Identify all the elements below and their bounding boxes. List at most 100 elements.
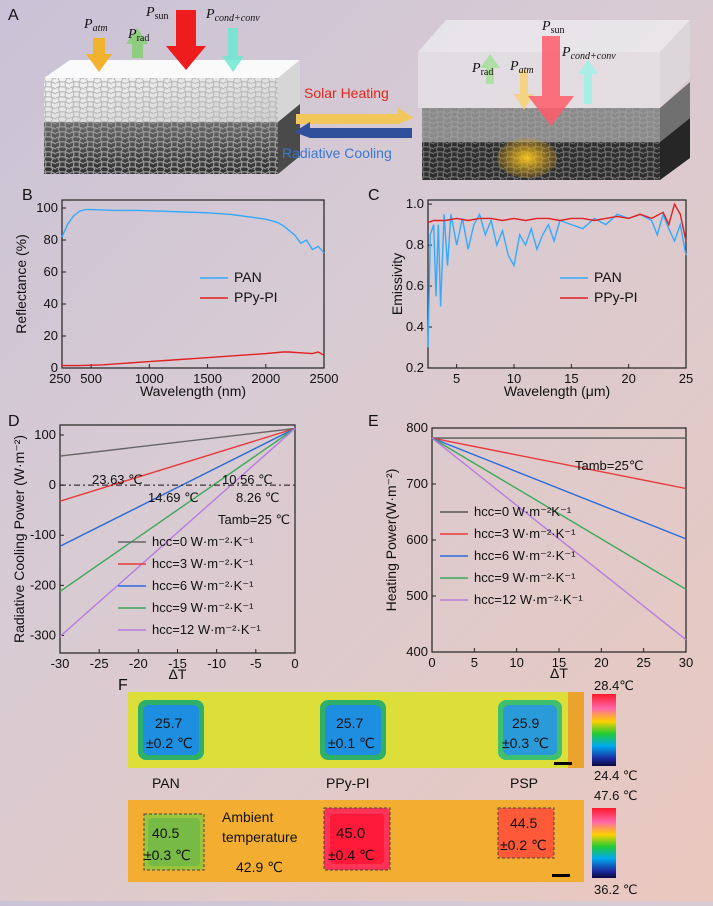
crossing-annotation: 10.56 ℃	[222, 472, 273, 487]
ambient-value: 42.9 ℃	[236, 859, 283, 875]
panel-label-d: D	[8, 413, 20, 430]
p-atm-label-right: Patm	[509, 59, 534, 76]
legend-label: hcc=9 W·m⁻²·K⁻¹	[152, 600, 254, 615]
x-tick-label: -15	[168, 656, 187, 671]
sample-label-psp: PSP	[510, 775, 538, 791]
p-cond-conv-label-right: Pcond+conv	[561, 45, 616, 62]
top-err-pan: ±0.2 ℃	[146, 735, 193, 751]
legend-label: PAN	[234, 269, 262, 285]
p-cond-conv-label: Pcond+conv	[205, 7, 260, 24]
y-tick-label: 0	[51, 360, 58, 375]
series-line	[427, 212, 687, 348]
y-tick-label: 700	[406, 476, 428, 491]
series-line	[59, 427, 296, 502]
colorbar-top	[592, 694, 616, 766]
p-rad-label: Prad	[127, 27, 149, 44]
x-tick-label: -25	[90, 656, 109, 671]
y-tick-label: -100	[30, 527, 56, 542]
y-tick-label: 0.2	[406, 360, 424, 375]
legend-label: hcc=12 W·m⁻²·K⁻¹	[152, 622, 261, 637]
p-rad-label-right: Prad	[471, 61, 493, 78]
x-tick-label: 10	[507, 371, 521, 386]
x-tick-label: 5	[471, 655, 478, 670]
bottom-temp-ppy-pi: 45.0	[336, 825, 365, 842]
x-tick-label: 25	[636, 655, 650, 670]
top-temp-ppy-pi: 25.7	[336, 715, 363, 731]
y-tick-label: 0.8	[406, 237, 424, 252]
x-tick-label: 0	[291, 656, 298, 671]
x-tick-label: 20	[621, 371, 635, 386]
panel-label-b: B	[22, 187, 33, 204]
crossing-annotation: 14.69 ℃	[148, 490, 199, 505]
p-cond-conv-arrow	[222, 28, 244, 72]
top-err-ppy-pi: ±0.1 ℃	[328, 735, 375, 751]
solar-heating-label: Solar Heating	[304, 85, 389, 101]
chart-emissivity: 5 10 15 20 25 0.2 0.4 0.6 0.8 1.0 Wavelength (μm) E…	[389, 196, 693, 399]
top-err-psp: ±0.3 ℃	[502, 735, 549, 751]
p-sun-label: Psun	[145, 5, 168, 22]
series-line	[62, 351, 325, 367]
ambient-label-1: Ambient	[222, 809, 273, 825]
thermal-image-bottom	[128, 800, 584, 882]
y-tick-label: 1.0	[406, 196, 424, 211]
bottom-temp-pan: 40.5	[152, 825, 179, 841]
series-line	[61, 208, 325, 254]
x-axis-label: ΔT	[169, 666, 187, 682]
legend-label: hcc=12 W·m⁻²·K⁻¹	[474, 592, 583, 607]
y-tick-label: 0.4	[406, 319, 424, 334]
x-tick-label: -10	[207, 656, 226, 671]
x-tick-label: 20	[594, 655, 608, 670]
series-line	[59, 427, 296, 638]
sample-label-ppy-pi: PPy-PI	[326, 775, 370, 791]
legend-label: hcc=3 W·m⁻²·K⁻¹	[152, 556, 254, 571]
x-tick-label: 2500	[310, 371, 339, 386]
series-line	[431, 437, 687, 490]
p-sun-arrow	[166, 10, 206, 70]
legend-label: hcc=9 W·m⁻²·K⁻¹	[474, 570, 576, 585]
y-tick-label: 600	[406, 532, 428, 547]
right-energy-arrows	[480, 36, 598, 126]
y-tick-label: -300	[30, 627, 56, 642]
bottom-scale-max: 47.6 ℃	[594, 788, 638, 803]
chart-radiative-cooling-power: -30 -25 -20 -15 -10 -5 0 -300 -200 -100 0 100 ΔT Radi…	[11, 424, 299, 682]
x-tick-label: 15	[564, 371, 578, 386]
tamb-label: Tamb=25℃	[575, 458, 643, 473]
x-axis-label: Wavelength (nm)	[140, 383, 246, 399]
radiative-cooling-label: Radiative Cooling	[282, 145, 392, 161]
panel-label-c: C	[368, 187, 380, 204]
y-axis-label: Radiative Cooling Power (W·m⁻²)	[11, 435, 27, 643]
x-tick-label: 250	[49, 371, 71, 386]
y-axis-label: Emissivity	[389, 253, 405, 315]
scale-bar-top	[554, 762, 572, 765]
x-tick-label: 0	[428, 655, 435, 670]
y-tick-label: 100	[34, 427, 56, 442]
y-tick-label: 400	[406, 644, 428, 659]
bottom-temp-psp: 44.5	[510, 815, 537, 831]
p-sun-label-right: Psun	[541, 19, 564, 36]
crossing-annotation: 8.26 ℃	[236, 490, 280, 505]
series-line	[427, 202, 687, 242]
x-tick-label: 2000	[251, 371, 280, 386]
y-axis-label: Reflectance (%)	[13, 234, 29, 334]
series-line	[431, 437, 687, 641]
y-axis-label: Heating Power(W·m⁻²)	[383, 469, 399, 612]
top-scale-max: 28.4℃	[594, 678, 634, 693]
x-tick-label: 15	[552, 655, 566, 670]
scale-bar-bottom	[552, 874, 570, 877]
series-line	[59, 427, 296, 547]
legend-label: PPy-PI	[234, 289, 278, 305]
bottom-err-ppy-pi: ±0.4 ℃	[328, 847, 375, 863]
pan-membrane-illustration	[44, 60, 300, 174]
x-tick-label: 1500	[193, 371, 222, 386]
legend-label: hcc=6 W·m⁻²·K⁻¹	[152, 578, 254, 593]
chart-heating-power: 0 5 10 15 20 25 30 400 500 600 700 800 ΔT Heating Pow…	[383, 420, 693, 681]
x-tick-label: 10	[509, 655, 523, 670]
panel-label-f: F	[118, 677, 128, 694]
plot-frame	[61, 199, 325, 369]
series-line	[431, 437, 687, 590]
top-temp-pan: 25.7	[155, 715, 182, 731]
series-line	[431, 437, 687, 540]
p-atm-arrow	[86, 38, 112, 72]
colorbar-bottom	[592, 808, 616, 878]
